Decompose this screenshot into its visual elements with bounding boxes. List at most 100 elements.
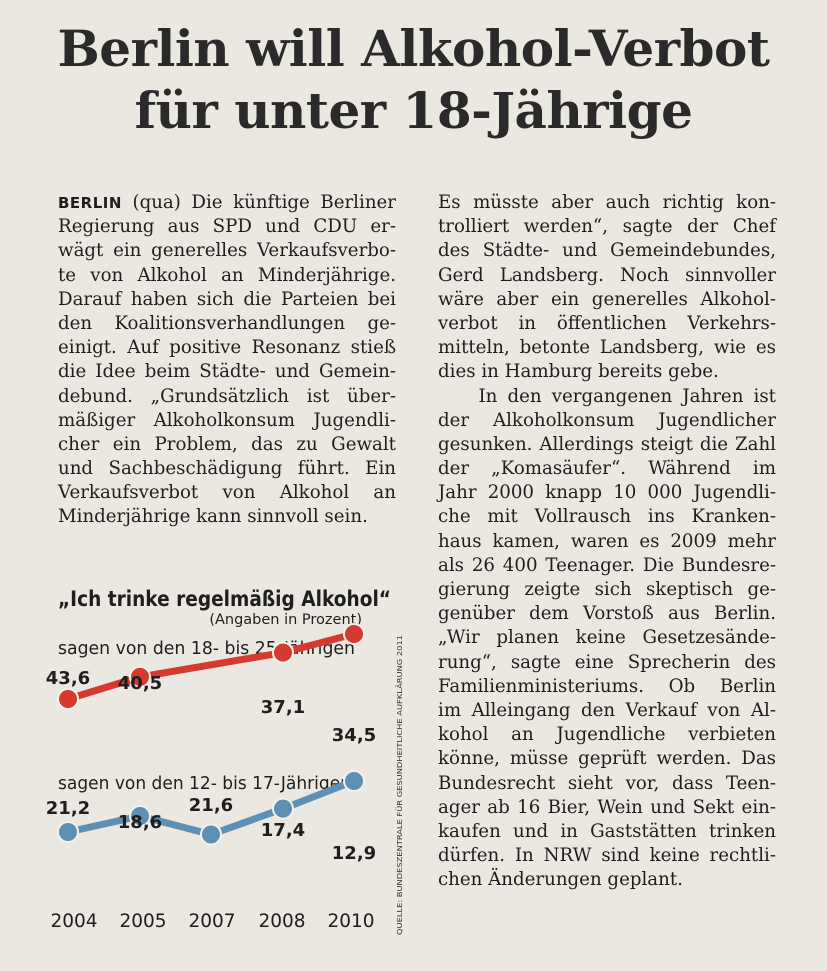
article-line-text: dürfen. In NRW sind keine rechtli- xyxy=(438,845,776,867)
article-line-text: (qua) Die künftige Berliner xyxy=(121,192,396,213)
article-line-text: Jahr 2000 knapp 10 000 Jugendli- xyxy=(438,482,776,504)
article-line-text: könne, müsse geprüft werden. Das xyxy=(438,748,776,770)
data-label: 43,6 xyxy=(46,668,90,689)
x-tick-label: 2010 xyxy=(327,911,374,932)
article-line-text: die Idee beim Städte- und Gemein- xyxy=(58,361,396,383)
data-point xyxy=(129,665,151,688)
article-line: Jahr 2000 knapp 10 000 Jugendli- xyxy=(438,481,776,505)
article-line: „Wir planen keine Gesetzesände- xyxy=(438,626,776,650)
data-label: 17,4 xyxy=(261,820,305,841)
article-line: als 26 400 Teenager. Die Bundesre- xyxy=(438,554,776,578)
data-label: 37,1 xyxy=(261,697,305,718)
article-line: den Koalitionsverhandlungen ge- xyxy=(58,312,396,336)
article-line-text: Bundesrecht sieht vor, dass Teen- xyxy=(438,772,776,794)
article-line: einigt. Auf positive Resonanz stieß xyxy=(58,336,396,360)
article-line-text: den Koalitionsverhandlungen ge- xyxy=(58,312,396,334)
data-label: 12,9 xyxy=(332,843,376,864)
article-line-text: che mit Vollrausch ins Kranken- xyxy=(438,506,776,528)
article-line-text: kohol an Jugendliche verbieten xyxy=(438,724,776,746)
article-line-text: dies in Hamburg bereits gebe. xyxy=(438,361,719,383)
data-point xyxy=(200,823,222,846)
article-line: mitteln, betonte Landsberg, wie es xyxy=(438,336,776,360)
data-point xyxy=(57,688,79,710)
data-point xyxy=(343,770,365,792)
article-line-text: Minderjährige kann sinnvoll sein. xyxy=(58,506,368,528)
article-line: In den vergangenen Jahren ist xyxy=(438,385,776,409)
article-line: debund. „Grundsätzlich ist über- xyxy=(58,385,396,409)
data-label: 21,6 xyxy=(189,795,233,816)
article-line: Familienministeriums. Ob Berlin xyxy=(438,675,776,699)
article-line: Verkaufsverbot von Alkohol an xyxy=(58,481,396,505)
article-line: und Sachbeschädigung führt. Ein xyxy=(58,457,396,481)
data-label: 18,6 xyxy=(118,812,162,833)
article-line: wäre aber ein generelles Alkohol- xyxy=(438,288,776,312)
article-line: chen Änderungen geplant. xyxy=(438,868,776,892)
article-line: gesunken. Allerdings steigt die Zahl xyxy=(438,433,776,457)
data-label: 21,2 xyxy=(46,798,90,819)
article-line-text: wäre aber ein generelles Alkohol- xyxy=(438,288,776,310)
series-name: sagen von den 12- bis 17-Jährigen xyxy=(58,774,351,794)
article-line: haus kamen, waren es 2009 mehr xyxy=(438,530,776,554)
article-column-left: BERLIN (qua) Die künftige Berliner Regier… xyxy=(58,191,396,530)
article-line-text: verbot in öffentlichen Verkehrs- xyxy=(438,312,776,334)
article-line-text: „Wir planen keine Gesetzesände- xyxy=(438,627,776,649)
x-tick-label: 2004 xyxy=(50,911,97,932)
article-line-text: chen Änderungen geplant. xyxy=(438,869,683,891)
article-line: Regierung aus SPD und CDU er- xyxy=(58,215,396,239)
article-line: der Alkoholkonsum Jugendlicher xyxy=(438,409,776,433)
article-line-text: debund. „Grundsätzlich ist über- xyxy=(58,385,396,407)
article-line-text: cher ein Problem, das zu Gewalt xyxy=(58,433,396,455)
article-line: mäßiger Alkoholkonsum Jugendli- xyxy=(58,409,396,433)
x-tick-label: 2007 xyxy=(188,911,235,932)
article-line: te von Alkohol an Minderjährige. xyxy=(58,264,396,288)
data-point xyxy=(57,821,79,843)
article-line: dürfen. In NRW sind keine rechtli- xyxy=(438,844,776,868)
headline: Berlin will Alkohol-Verbot für unter 18-… xyxy=(0,18,827,142)
article-line: der „Komasäufer“. Während im xyxy=(438,457,776,481)
article-line: Bundesrecht sieht vor, dass Teen- xyxy=(438,772,776,796)
article-line: könne, müsse geprüft werden. Das xyxy=(438,747,776,771)
article-line: im Alleingang den Verkauf von Al- xyxy=(438,699,776,723)
article-line-text: gierung zeigte sich skeptisch ge- xyxy=(438,579,776,600)
data-label: 34,5 xyxy=(332,725,376,746)
article-line: BERLIN (qua) Die künftige Berliner xyxy=(58,191,396,215)
headline-line-2: für unter 18-Jährige xyxy=(134,81,693,140)
data-point xyxy=(129,805,151,828)
article-line: die Idee beim Städte- und Gemein- xyxy=(58,360,396,384)
data-point xyxy=(272,797,294,820)
chart-subtitle: (Angaben in Prozent) xyxy=(209,612,362,628)
article-column-right: Es müsste aber auch richtig kon-trollier… xyxy=(438,191,776,892)
series-line xyxy=(64,630,358,703)
article-line-text: Darauf haben sich die Parteien bei xyxy=(58,288,396,310)
x-tick-label: 2005 xyxy=(119,911,166,932)
article-line-text: kaufen und in Gaststätten trinken xyxy=(438,820,776,842)
article-line: verbot in öffentlichen Verkehrs- xyxy=(438,312,776,336)
headline-line-1: Berlin will Alkohol-Verbot xyxy=(57,19,770,78)
article-line: kohol an Jugendliche verbieten xyxy=(438,723,776,747)
article-line-text: Gerd Landsberg. Noch sinnvoller xyxy=(438,264,776,286)
article-line: wägt ein generelles Verkaufsverbo- xyxy=(58,239,396,263)
article-line: des Städte- und Gemeindebundes, xyxy=(438,239,776,263)
chart-title: „Ich trinke regelmäßig Alkohol“ xyxy=(58,587,391,611)
article-line-text: In den vergangenen Jahren ist xyxy=(438,385,776,407)
chart-source: QUELLE: BUNDESZENTRALE FÜR GESUNDHEITLIC… xyxy=(395,635,404,935)
article-line: ager ab 16 Bier, Wein und Sekt ein- xyxy=(438,796,776,820)
x-tick-label: 2008 xyxy=(258,911,305,932)
article-line-text: als 26 400 Teenager. Die Bundesre- xyxy=(438,554,776,576)
article-line-text: rung“, sagte eine Sprecherin des xyxy=(438,651,776,673)
article-line-text: wägt ein generelles Verkaufsverbo- xyxy=(58,240,396,262)
article-line-text: Regierung aus SPD und CDU er- xyxy=(58,216,396,238)
article-line-text: einigt. Auf positive Resonanz stieß xyxy=(58,337,396,359)
data-point xyxy=(272,641,294,664)
article-line-text: Es müsste aber auch richtig kon- xyxy=(438,192,776,213)
article-line: trolliert werden“, sagte der Chef xyxy=(438,215,776,239)
article-line: rung“, sagte eine Sprecherin des xyxy=(438,651,776,675)
article-line: Es müsste aber auch richtig kon- xyxy=(438,191,776,215)
article-line-text: ager ab 16 Bier, Wein und Sekt ein- xyxy=(438,796,776,818)
article-line-text: Verkaufsverbot von Alkohol an xyxy=(58,482,396,504)
article-line: Minderjährige kann sinnvoll sein. xyxy=(58,505,396,529)
article-line-text: mäßiger Alkoholkonsum Jugendli- xyxy=(58,409,396,431)
article-line-text: mitteln, betonte Landsberg, wie es xyxy=(438,337,776,359)
article-line-text: gesunken. Allerdings steigt die Zahl xyxy=(438,433,776,455)
article-line-text: haus kamen, waren es 2009 mehr xyxy=(438,530,776,552)
